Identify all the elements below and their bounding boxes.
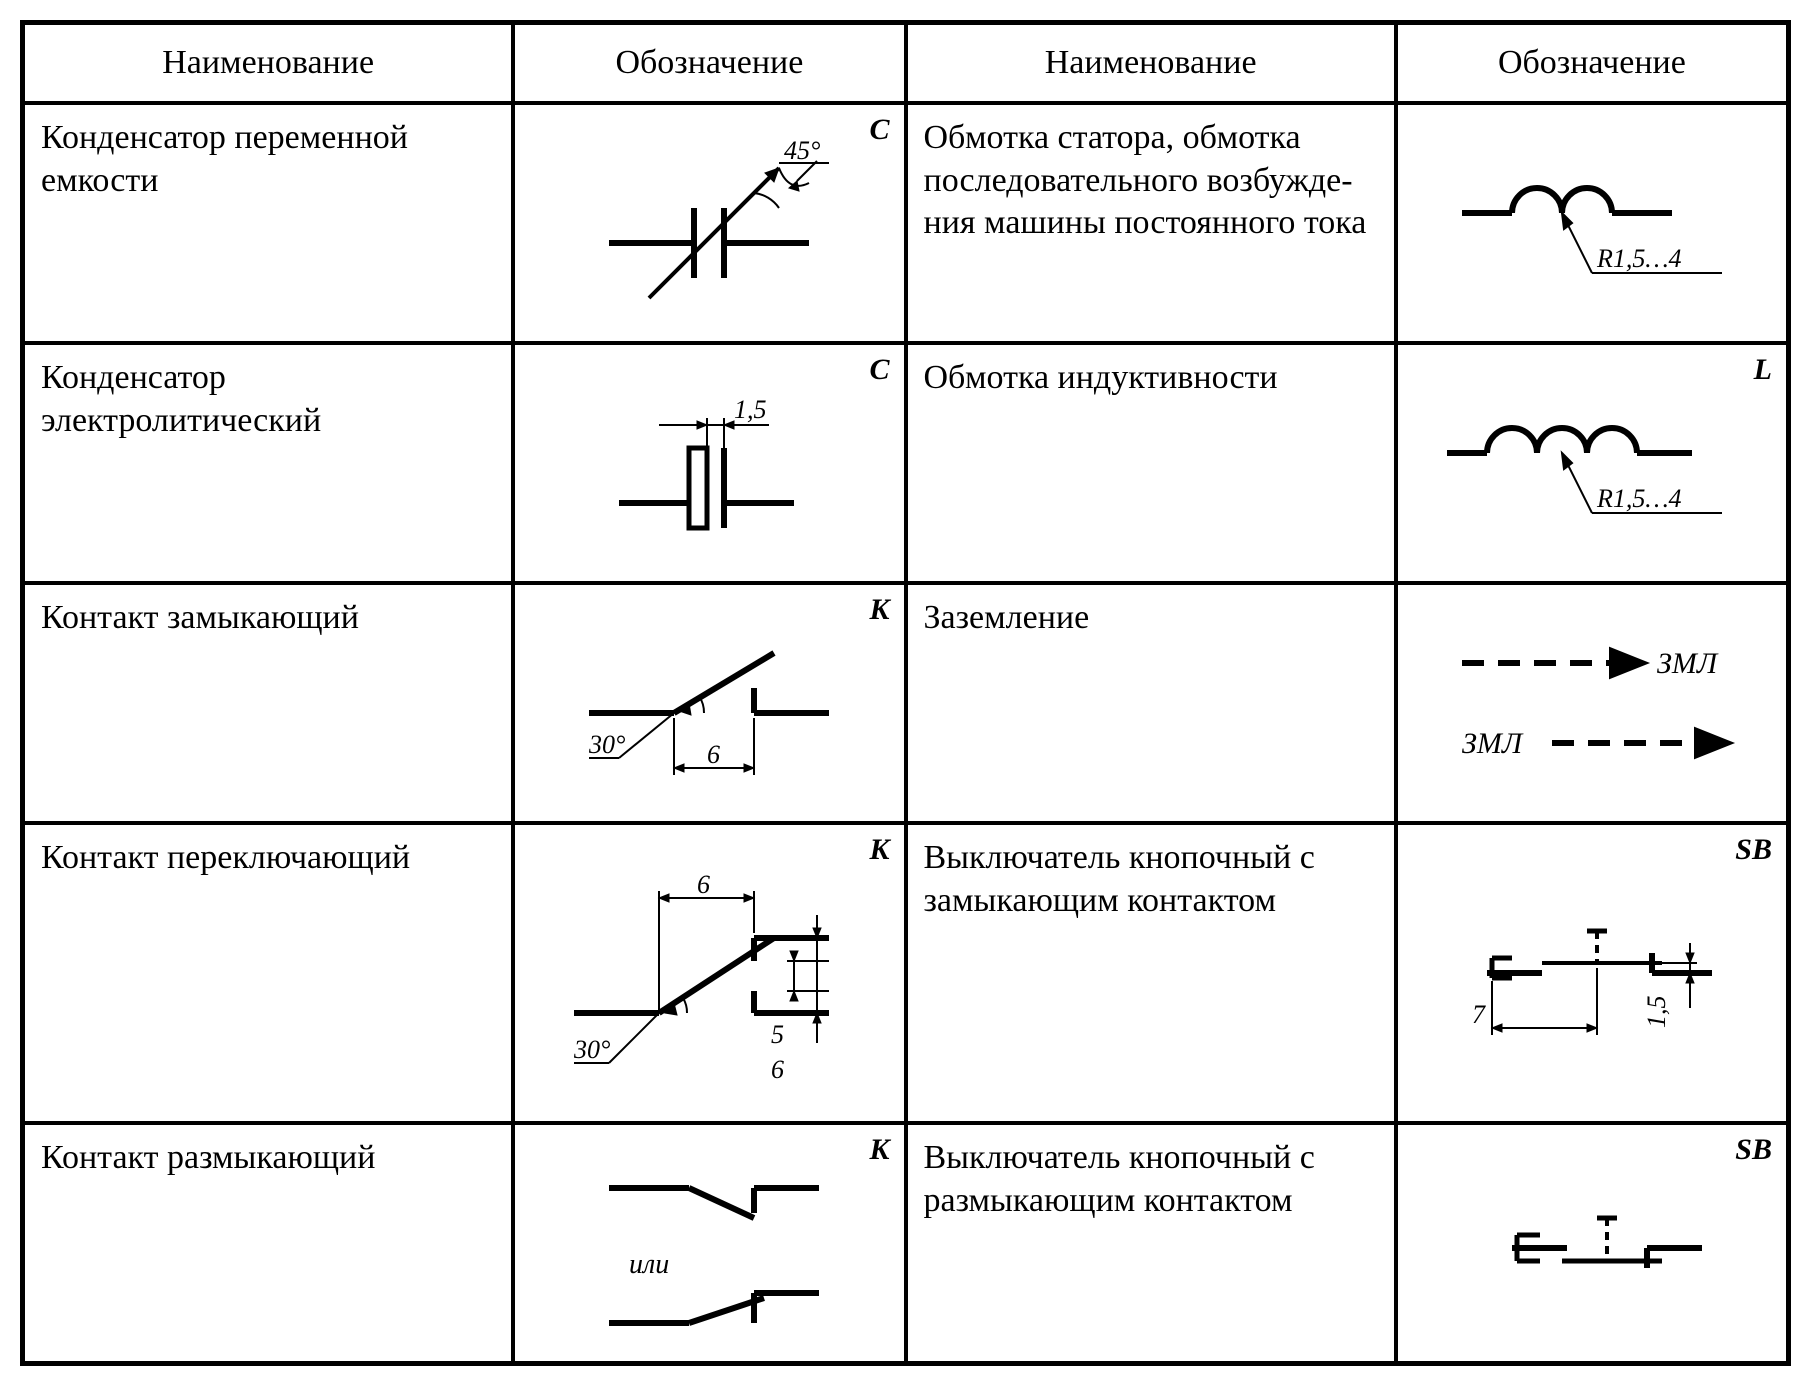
radius-label-2: R1,5…4 [1596,484,1682,513]
name-closing-contact: Контакт замыкающий [23,583,513,823]
len-6-1: 6 [707,740,720,769]
header-symbol-2: Обозначение [1396,23,1788,103]
name-variable-capacitor: Конденсатор переменной емкости [23,103,513,343]
symbol-variable-capacitor: C 45° [513,103,905,343]
name-grounding: Заземление [906,583,1396,823]
symbols-table: Наименование Обозначение Наименование Об… [20,20,1791,1366]
symbol-pushbutton-opening: SB [1396,1123,1788,1363]
label-k-2: K [869,833,889,867]
width-7: 7 [1472,1000,1486,1029]
electrolytic-capacitor-icon: 1,5 [579,363,839,563]
symbol-closing-contact: K 30° 6 [513,583,905,823]
header-symbol-1: Обозначение [513,23,905,103]
angle-30-2: 30° [573,1035,610,1064]
len-6-2: 6 [697,870,710,899]
closing-contact-icon: 30° 6 [559,603,859,803]
gap-6: 6 [771,1055,784,1084]
gap-1-5: 1,5 [734,395,767,424]
header-name-1: Наименование [23,23,513,103]
label-sb-1: SB [1735,833,1772,867]
header-name-2: Наименование [906,23,1396,103]
pushbutton-closing-icon: 7 1,5 [1432,873,1752,1073]
height-1-5: 1,5 [1642,996,1671,1029]
label-k-1: K [869,593,889,627]
label-sb-2: SB [1735,1133,1772,1167]
gap-5: 5 [771,1020,784,1049]
symbol-grounding: ЗМЛ ЗМЛ [1396,583,1788,823]
inductance-winding-icon: R1,5…4 [1432,383,1752,543]
symbol-pushbutton-closing: SB [1396,823,1788,1123]
label-l: L [1754,353,1772,387]
radius-label-1: R1,5…4 [1596,244,1682,273]
name-switching-contact: Контакт переключающий [23,823,513,1123]
angle-45: 45° [784,136,820,165]
name-opening-contact: Контакт размыкающий [23,1123,513,1363]
opening-contact-icon: или [559,1133,859,1353]
label-k-3: K [869,1133,889,1167]
grounding-icon: ЗМЛ ЗМЛ [1432,603,1752,803]
switching-contact-icon: 6 30° 5 6 [549,843,869,1103]
symbol-stator-winding: R1,5…4 [1396,103,1788,343]
symbol-electrolytic-capacitor: C 1,5 [513,343,905,583]
angle-30-1: 30° [588,730,625,759]
zml-2: ЗМЛ [1462,727,1524,760]
symbol-inductance-winding: L R1,5…4 [1396,343,1788,583]
name-pushbutton-opening: Выключатель кно­почный с размы­кающим ко… [906,1123,1396,1363]
label-c: C [869,113,889,147]
stator-winding-icon: R1,5…4 [1442,143,1742,303]
name-stator-winding: Обмотка статора, обмотка последова­тельн… [906,103,1396,343]
pushbutton-opening-icon [1452,1163,1732,1323]
name-pushbutton-closing: Выключатель кно­почный с замыка­ющим кон… [906,823,1396,1123]
label-c-2: C [869,353,889,387]
symbol-opening-contact: K или [513,1123,905,1363]
symbol-switching-contact: K [513,823,905,1123]
name-electrolytic-capacitor: Конденсатор электролитический [23,343,513,583]
zml-1: ЗМЛ [1657,647,1719,680]
variable-capacitor-icon: 45° [579,123,839,323]
name-inductance-winding: Обмотка индуктивности [906,343,1396,583]
or-label: или [629,1249,669,1280]
